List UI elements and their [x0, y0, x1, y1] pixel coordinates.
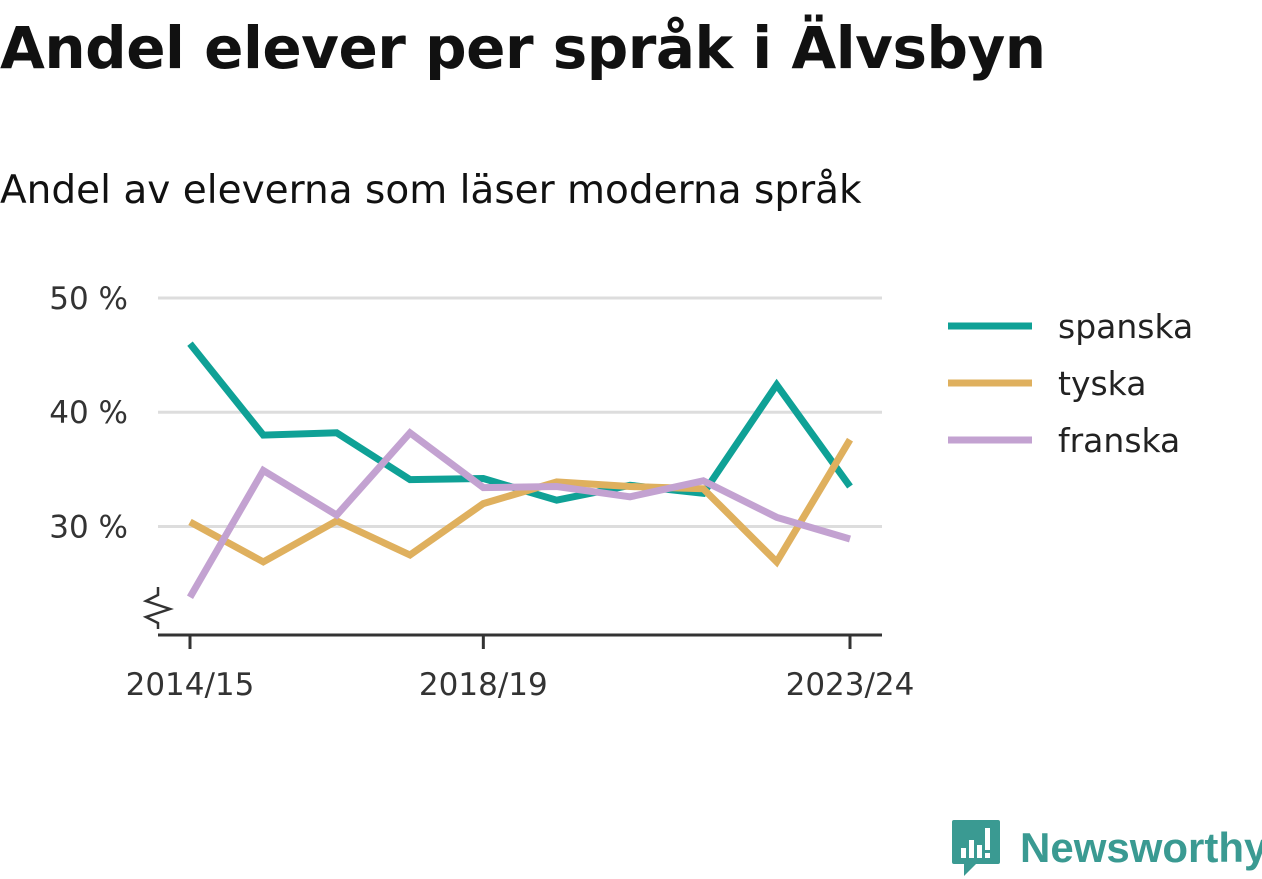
y-tick-label: 40 % [49, 395, 128, 431]
newsworthy-logo-text: Newsworthy [1020, 824, 1262, 871]
legend: spanska tyska franska [948, 307, 1193, 460]
legend-label-tyska: tyska [1058, 364, 1146, 403]
legend-label-franska: franska [1058, 421, 1180, 460]
series-lines [186, 341, 854, 600]
x-tick-label: 2014/15 [126, 667, 255, 703]
y-tick-label: 30 % [49, 509, 128, 545]
series-line-spanska [187, 341, 853, 504]
x-tick-label: 2023/24 [786, 667, 915, 703]
chart-subtitle: Andel av eleverna som läser moderna språ… [0, 168, 862, 213]
legend-label-spanska: spanska [1058, 307, 1193, 346]
series-line-franska [186, 428, 851, 600]
series-line-tyska [188, 437, 854, 568]
y-axis: 30 % 40 % 50 % [49, 281, 174, 629]
newsworthy-logo-icon [952, 820, 1000, 876]
x-tick-label: 2018/19 [419, 667, 548, 703]
newsworthy-logo: Newsworthy [950, 818, 1262, 878]
y-axis-break-marker [142, 587, 174, 629]
x-axis: 2014/15 2018/19 2023/24 [126, 633, 915, 703]
y-tick-label: 50 % [49, 281, 128, 317]
chart-title: Andel elever per språk i Älvsbyn [0, 14, 1046, 82]
